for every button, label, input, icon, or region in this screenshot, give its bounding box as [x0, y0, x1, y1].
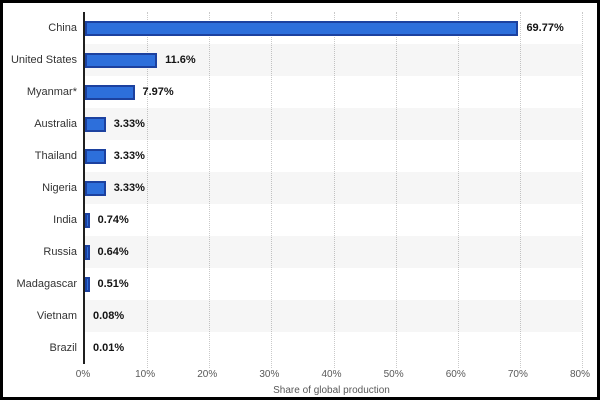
bar [85, 116, 106, 132]
x-tick-label: 30% [259, 369, 280, 380]
x-tick-label: 0% [75, 369, 91, 380]
bar-row: Australia 3.33% [34, 108, 582, 140]
category-label: United States [10, 54, 77, 66]
value-label: 0.74% [97, 214, 129, 226]
bar [85, 20, 519, 36]
bar-row: China 69.77% [48, 12, 582, 44]
value-label: 0.64% [97, 246, 129, 258]
x-axis-label: Share of global production [273, 385, 390, 396]
bar-row: Myanmar* 7.97% [27, 76, 582, 108]
value-label: 0.08% [93, 310, 125, 322]
gridline [147, 12, 149, 368]
value-label: 0.51% [97, 278, 129, 290]
value-label: 3.33% [113, 150, 145, 162]
gridline [271, 12, 273, 368]
category-label: Thailand [34, 150, 77, 162]
bar [85, 52, 158, 68]
bar-row: Nigeria 3.33% [42, 172, 582, 204]
bar-row: Thailand 3.33% [35, 140, 582, 172]
gridline [457, 12, 459, 368]
bar [85, 84, 135, 100]
gridline [582, 12, 583, 368]
x-tick-label: 50% [383, 369, 404, 380]
category-label: China [48, 22, 77, 34]
x-tick-label: 40% [321, 369, 342, 380]
bar [85, 276, 90, 292]
category-label: Nigeria [42, 182, 77, 194]
bar [85, 244, 90, 260]
category-label: Brazil [49, 342, 77, 354]
bar [85, 148, 106, 164]
value-label: 11.6% [165, 54, 196, 66]
bar [85, 212, 90, 228]
gridline [519, 12, 521, 368]
category-label: India [53, 214, 77, 226]
value-label: 3.33% [113, 118, 145, 130]
bar [85, 180, 106, 196]
gridline [395, 12, 397, 368]
value-label: 0.01% [93, 342, 125, 354]
category-label: Madagascar [16, 278, 77, 290]
value-label: 3.33% [113, 182, 145, 194]
category-label: Vietnam [36, 310, 77, 322]
bar-row: Madagascar 0.51% [16, 268, 582, 300]
x-tick-label: 20% [197, 369, 218, 380]
gridline [333, 12, 335, 368]
category-label: Russia [43, 246, 77, 258]
category-label: Australia [34, 118, 77, 130]
bar-row: Russia 0.64% [43, 236, 582, 268]
bar-row: Brazil 0.01% [49, 332, 582, 364]
x-tick-label: 60% [445, 369, 466, 380]
bar-row: United States 11.6% [11, 44, 582, 76]
x-tick-label: 80% [569, 369, 591, 380]
plot-area: China 69.77% United States 11.6% Myanmar… [11, 12, 583, 368]
x-tick-label: 70% [507, 369, 528, 380]
category-label: Myanmar* [26, 86, 77, 98]
bar-row: India 0.74% [53, 204, 582, 236]
x-axis-ticks: 0% 10% 20% 30% 40% 50% 60% 70% 80% [76, 369, 590, 384]
bar-row: Vietnam 0.08% [37, 300, 582, 332]
gridline [209, 12, 211, 368]
x-tick-label: 10% [135, 369, 156, 380]
value-label: 7.97% [142, 86, 174, 98]
value-label: 69.77% [526, 22, 564, 34]
